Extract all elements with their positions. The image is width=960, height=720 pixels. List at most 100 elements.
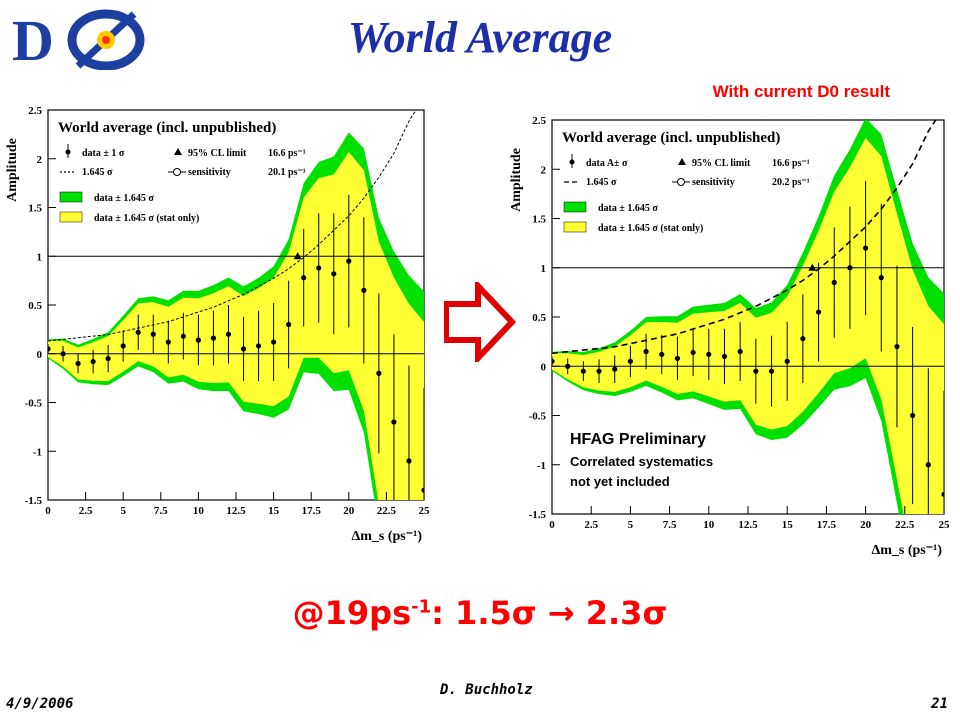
data-point — [690, 349, 696, 356]
plot-area — [552, 120, 944, 514]
right-amplitude-chart: -1.5-1-0.500.511.522.50 2.5 5 7.5 10 12.5 15 17… — [509, 115, 951, 558]
data-point — [255, 343, 262, 349]
data-point — [815, 309, 822, 315]
legend-sens: sensitivity — [692, 177, 735, 188]
data-point — [659, 351, 665, 358]
data-point — [627, 358, 633, 364]
cl-limit-marker — [293, 252, 302, 260]
y-tick-label: 1 — [541, 263, 547, 275]
x-axis-label: Δm_s (ps⁻¹) — [871, 543, 942, 558]
data-point — [48, 346, 51, 352]
x-tick-label: 17.5 — [302, 505, 322, 517]
note-title: HFAG Preliminary — [570, 431, 706, 448]
arrow-icon — [444, 282, 516, 362]
y-tick-label: 2.5 — [28, 105, 42, 117]
x-tick-label: 25 — [939, 519, 951, 531]
d0-logo: D — [6, 6, 166, 70]
legend-stat-swatch — [563, 221, 587, 233]
data-point — [596, 368, 602, 374]
legend-sens-value: 20.1 ps⁻¹ — [268, 167, 306, 178]
y-tick-label: 2 — [541, 164, 547, 176]
slide-title: World Average — [347, 13, 613, 62]
data-point — [847, 265, 853, 271]
x-tick-label: 17.5 — [817, 519, 837, 531]
footer-page-number: 21 — [931, 696, 948, 712]
x-tick-label: 7.5 — [663, 519, 677, 531]
y-tick-label: -0.5 — [25, 398, 43, 410]
legend-total-swatch — [563, 201, 587, 213]
legend-stat: data ± 1.645 σ (stat only) — [598, 223, 703, 234]
x-axis-label: Δm_s (ps⁻¹) — [351, 529, 422, 544]
data-point — [316, 265, 322, 271]
data-point — [210, 335, 217, 341]
data-point — [753, 368, 759, 374]
legend-total: data ± 1.645 σ — [94, 193, 154, 204]
legend-point-icon — [65, 149, 71, 155]
legend-cl-value: 16.6 ps⁻¹ — [772, 158, 810, 169]
data-point — [565, 363, 571, 369]
data-point — [421, 487, 424, 493]
y-tick-label: -1.5 — [529, 509, 547, 521]
data-point — [612, 366, 618, 372]
x-tick-label: 20 — [343, 505, 355, 517]
x-tick-label: 10 — [193, 505, 205, 517]
legend-data: data A± σ — [586, 158, 628, 169]
chart-title: World average (incl. unpublished) — [562, 130, 780, 146]
y-tick-label: 2.5 — [532, 115, 546, 127]
y-tick-label: 1.5 — [532, 214, 546, 226]
sensitivity-curve — [552, 120, 937, 355]
x-tick-label: 22.5 — [895, 519, 915, 531]
data-point — [195, 337, 201, 343]
y-axis-label: Amplitude — [509, 148, 524, 212]
legend-point-icon — [569, 159, 575, 165]
x-tick-label: 15 — [782, 519, 794, 531]
data-point — [301, 275, 307, 281]
right-chart-caption: With current D0 result — [712, 82, 890, 101]
data-point — [376, 370, 382, 376]
legend-total-swatch — [59, 191, 83, 203]
data-point — [831, 279, 837, 286]
plot-area — [48, 110, 424, 500]
legend-sens-icon — [677, 178, 685, 186]
right-arrow-icon: → — [547, 594, 575, 632]
x-tick-label: 2.5 — [79, 505, 93, 517]
data-point — [406, 458, 412, 464]
x-tick-label: 2.5 — [584, 519, 598, 531]
data-point — [331, 271, 337, 277]
data-point — [894, 343, 900, 350]
legend-sens-icon — [173, 168, 181, 176]
legend-stat: data ± 1.645 σ (stat only) — [94, 213, 199, 224]
legend-cl-icon — [678, 158, 686, 165]
data-point — [784, 358, 790, 364]
footer-author: D. Buchholz — [440, 682, 533, 698]
legend-sens-line: 1.645 σ — [586, 177, 617, 188]
y-tick-label: 2 — [37, 154, 43, 166]
x-tick-label: 12.5 — [226, 505, 246, 517]
headline-result: @19ps-1: 1.5σ → 2.3σ — [292, 594, 668, 632]
note-line-1: Correlated systematics — [570, 454, 713, 469]
y-tick-label: 0.5 — [532, 312, 546, 324]
y-tick-label: 0 — [37, 349, 43, 361]
data-point — [271, 339, 277, 345]
data-point — [90, 358, 96, 365]
svg-text:D: D — [12, 8, 54, 70]
y-tick-label: 1 — [37, 251, 43, 263]
data-point — [240, 346, 247, 352]
x-tick-label: 15 — [268, 505, 280, 517]
y-tick-label: 1.5 — [28, 203, 42, 215]
x-tick-label: 10 — [703, 519, 715, 531]
y-tick-label: 0 — [541, 361, 547, 373]
data-point — [225, 331, 232, 337]
y-tick-label: -0.5 — [529, 411, 547, 423]
data-point — [361, 287, 367, 293]
y-tick-label: 0.5 — [28, 300, 42, 312]
legend-cl: 95% CL limit — [188, 148, 247, 159]
data-point — [863, 245, 869, 251]
data-point — [286, 321, 292, 328]
x-tick-label: 20 — [860, 519, 872, 531]
legend-total: data ± 1.645 σ — [598, 203, 658, 214]
data-point — [75, 360, 81, 367]
y-tick-label: -1 — [33, 446, 42, 458]
data-point — [643, 348, 649, 355]
legend-stat-swatch — [59, 211, 83, 223]
